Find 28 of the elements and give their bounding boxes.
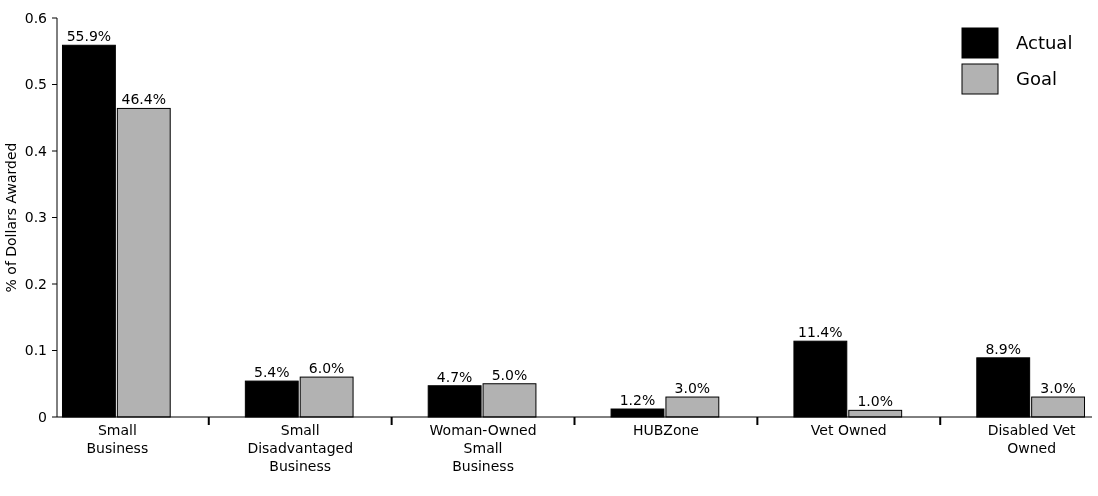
data-label: 8.9%	[985, 340, 1022, 357]
data-label: 6.0%	[308, 360, 345, 377]
y-tick-label: 0.2	[24, 275, 47, 292]
data-label: 5.0%	[491, 366, 528, 383]
data-label: 4.7%	[436, 368, 473, 385]
data-label: 3.0%	[1040, 380, 1076, 397]
y-tick-label: 0.5	[24, 76, 47, 93]
y-axis-title: % of Dollars Awarded	[3, 142, 19, 293]
data-label: 5.4%	[253, 364, 290, 381]
x-tick-label: HUBZone	[632, 422, 699, 438]
x-tick-label: Woman-Owned Small Business	[429, 422, 537, 474]
x-tick-label: Vet Owned	[810, 422, 887, 438]
y-tick-label: 0.3	[24, 209, 47, 226]
data-label: 1.0%	[857, 393, 894, 410]
legend-label: Goal	[1016, 68, 1057, 90]
y-tick-label: 0.1	[24, 342, 47, 359]
y-tick-label: 0.4	[24, 142, 48, 159]
data-label: 3.0%	[674, 380, 711, 397]
x-tick-label: Small Business	[86, 422, 149, 456]
y-tick-label: 0	[38, 408, 47, 425]
legend-label: Actual	[1016, 32, 1073, 54]
data-label: 11.4%	[798, 324, 843, 341]
x-tick-label: Small Disadvantaged Business	[247, 422, 354, 474]
x-tick-label: Disabled Vet Owned	[987, 422, 1077, 456]
y-tick-label: 0.6	[24, 9, 48, 26]
data-label: 1.2%	[619, 392, 656, 409]
data-label: 55.9%	[66, 28, 112, 45]
data-label: 46.4%	[121, 91, 167, 108]
